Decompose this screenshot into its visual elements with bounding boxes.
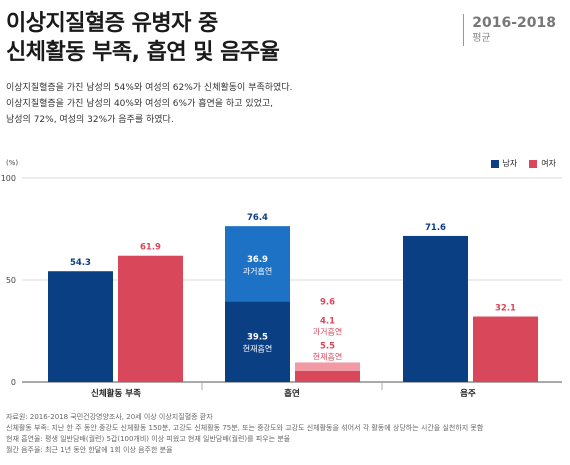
data-label-male: 54.3 [70, 258, 91, 268]
legend-swatch-female [529, 159, 538, 168]
legend-item-male: 남자 [490, 158, 518, 169]
data-label-female: 61.9 [140, 243, 161, 253]
legend: 남자 여자 [490, 158, 556, 169]
data-label-male-current: 39.5 [247, 333, 268, 343]
summary-line-1: 이상지질혈증을 가진 남성의 54%와 여성의 62%가 신체활동이 부족하였다… [6, 83, 293, 93]
title-line-2: 신체활동 부족, 흡연 및 음주율 [6, 40, 280, 65]
y-axis-unit-label: (%) [6, 159, 18, 167]
data-label-female-total: 9.6 [320, 297, 335, 307]
y-tick-label: 100 [1, 174, 16, 183]
data-label-male: 71.6 [425, 223, 446, 233]
data-label-female-past: 4.1 [320, 316, 335, 326]
x-tick-label: 음주 [460, 388, 476, 399]
x-tick-label: 신체활동 부족 [91, 388, 141, 399]
summary-line-2: 이상지질혈증을 가진 남성의 40%와 여성의 6%가 흡연을 하고 있었고, [6, 99, 274, 109]
footnotes: 자료원: 2016-2018 국민건강영양조사, 20세 이상 이상지질혈증 환… [6, 412, 483, 456]
summary-line-3: 남성의 72%, 여성의 32%가 음주를 하였다. [6, 115, 174, 125]
bar-male [403, 235, 468, 382]
segment-label-female-past: 과거흡연 [313, 326, 342, 336]
period-label: 평균 [472, 33, 491, 44]
legend-label-female: 여자 [541, 159, 556, 168]
bar-female-current-smoking [295, 370, 360, 382]
segment-label-female-current: 현재흡연 [313, 351, 342, 361]
legend-label-male: 남자 [502, 159, 518, 168]
data-label-male-total: 76.4 [247, 213, 268, 223]
legend-swatch-male [490, 159, 499, 168]
legend-item-female: 여자 [529, 158, 556, 169]
bar-male [48, 271, 113, 382]
y-tick-label: 0 [11, 378, 16, 387]
title-line-1: 이상지질혈증 유병자 중 [6, 11, 218, 36]
segment-label-male-past: 과거흡연 [243, 266, 272, 276]
period-box: 2016-2018 평균 [463, 14, 556, 46]
bar-female-past-smoking [295, 362, 360, 371]
bar-male-current-smoking [225, 301, 290, 382]
footnote-source: 자료원: 2016-2018 국민건강영양조사, 20세 이상 이상지질혈증 환… [6, 413, 213, 421]
footnote-drinking: 월간 음주율: 최근 1년 동안 한달에 1회 이상 음주한 분율 [6, 446, 173, 454]
y-tick-label: 50 [6, 276, 16, 285]
footnote-smoking: 현재 흡연율: 평생 일반담배(궐련) 5갑(100개비) 이상 피웠고 현재 … [6, 435, 291, 443]
segment-label-male-current: 현재흡연 [243, 344, 272, 354]
x-tick-label: 흡연 [284, 388, 300, 399]
bar-male-past-smoking [225, 226, 290, 302]
data-label-male-past: 36.9 [247, 255, 268, 265]
summary-text: 이상지질혈증을 가진 남성의 54%와 여성의 62%가 신체활동이 부족하였다… [6, 80, 292, 128]
footnote-activity: 신체활동 부족: 지난 한 주 동안 중강도 신체활동 150분, 고강도 신체… [6, 424, 484, 432]
period-years: 2016-2018 [472, 15, 556, 31]
chart-title: 이상지질혈증 유병자 중 신체활동 부족, 흡연 및 음주율 [6, 9, 280, 67]
bar-female [473, 316, 538, 382]
bar-female [118, 255, 183, 382]
data-label-female: 32.1 [495, 304, 516, 314]
data-label-female-current: 5.5 [320, 341, 335, 351]
